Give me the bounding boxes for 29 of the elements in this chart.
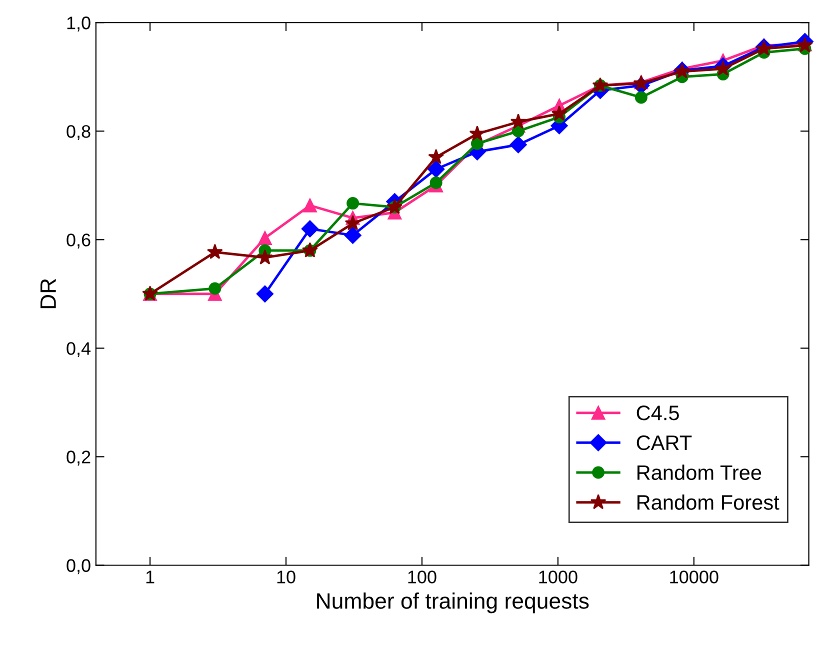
x-axis-title: Number of training requests	[317, 592, 589, 614]
point	[428, 160, 445, 178]
point	[428, 148, 444, 164]
legend-label: CART	[636, 435, 692, 450]
point	[344, 215, 361, 230]
point	[344, 226, 362, 244]
y-tick-label: 0,0	[66, 559, 90, 574]
point	[469, 126, 486, 141]
x-tick-label: 10	[277, 570, 296, 584]
point	[510, 114, 526, 129]
y-tick-label: 1,0	[67, 16, 90, 32]
y-axis-title: DR	[40, 278, 56, 308]
point	[715, 60, 732, 76]
x-tick-label: 1000	[539, 570, 578, 584]
legend-label: C4.5	[636, 406, 679, 420]
y-tick-label: 0,6	[66, 234, 90, 249]
point	[346, 197, 360, 210]
y-tick-label: 0,4	[66, 342, 91, 358]
point	[551, 105, 568, 121]
x-tick-label: 10000	[670, 570, 718, 584]
point	[430, 176, 442, 189]
point	[634, 91, 648, 104]
legend-label: Random Tree	[638, 464, 762, 480]
x-tick-label: 100	[408, 570, 436, 584]
point	[510, 136, 527, 154]
legend-label: Random Forest	[638, 494, 780, 510]
x-tick-label: 1	[146, 570, 154, 584]
y-tick-label: 0,8	[66, 125, 90, 140]
y-tick-label: 0,2	[66, 450, 90, 466]
